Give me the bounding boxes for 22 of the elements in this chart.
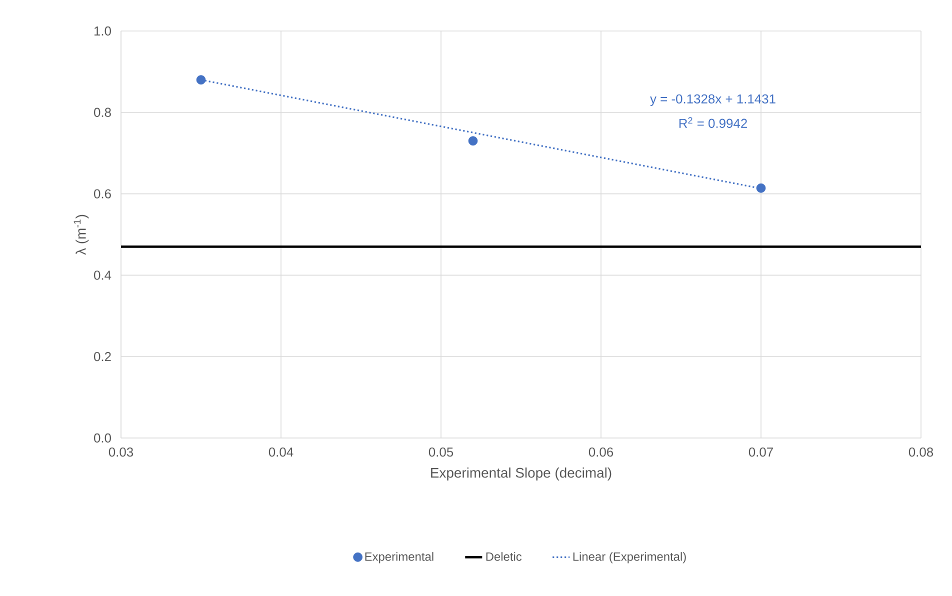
y-tick-label: 1.0 bbox=[94, 26, 112, 36]
x-tick-label: 0.07 bbox=[748, 447, 773, 457]
x-tick-label: 0.05 bbox=[428, 447, 454, 457]
x-tick-label: 0.03 bbox=[108, 447, 134, 457]
legend-label: Deletic bbox=[486, 552, 522, 561]
point bbox=[196, 75, 206, 85]
x-tick-label: 0.08 bbox=[908, 447, 934, 457]
y-tick-label: 0.2 bbox=[94, 352, 111, 362]
y-tick-label: 0.4 bbox=[94, 270, 112, 280]
point bbox=[756, 183, 766, 193]
y-axis-title: λ (m$^{-1}$) bbox=[74, 214, 89, 255]
y-tick-label: 0.0 bbox=[94, 433, 112, 443]
y-tick-label: 0.8 bbox=[94, 108, 111, 117]
y-tick-label: 0.6 bbox=[94, 189, 111, 198]
legend-label: Linear (Experimental) bbox=[573, 552, 686, 564]
point bbox=[468, 136, 478, 146]
legend-label: Experimental bbox=[365, 552, 434, 564]
annotation: R$^{2}$ = 0.9942 bbox=[679, 117, 747, 128]
x-axis-title: Experimental Slope (decimal) bbox=[431, 467, 612, 480]
annotation: y = -0.1328x + 1.1431 bbox=[650, 94, 776, 106]
x-tick-label: 0.04 bbox=[268, 447, 294, 457]
x-tick-label: 0.06 bbox=[588, 447, 614, 457]
